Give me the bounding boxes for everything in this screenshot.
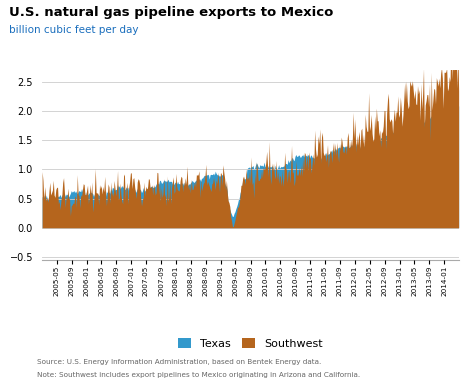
Text: Note: Southwest includes export pipelines to Mexico originating in Arizona and C: Note: Southwest includes export pipeline… <box>37 372 360 378</box>
Text: billion cubic feet per day: billion cubic feet per day <box>9 25 139 35</box>
Text: Source: U.S. Energy Information Administration, based on Bentek Energy data.: Source: U.S. Energy Information Administ… <box>37 359 322 365</box>
Text: U.S. natural gas pipeline exports to Mexico: U.S. natural gas pipeline exports to Mex… <box>9 6 334 19</box>
Legend: Texas, Southwest: Texas, Southwest <box>174 334 327 353</box>
